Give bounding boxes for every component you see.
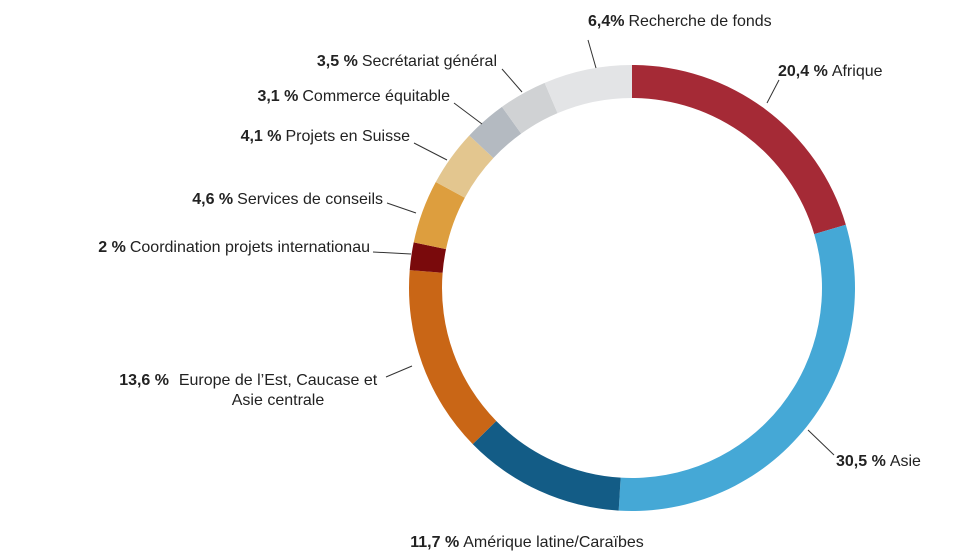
slice-label: 30,5 % Asie (836, 452, 921, 472)
leader-line (766, 79, 780, 104)
slice-label: 6,4% Recherche de fonds (588, 12, 772, 32)
value-label: 4,6 % (192, 191, 234, 208)
category-label: Europe de l’Est, Caucase et Asie central… (178, 372, 378, 409)
donut-slice (618, 224, 855, 511)
leader-line (501, 68, 523, 93)
leader-line (385, 365, 413, 378)
value-label: 20,4 % (778, 63, 828, 80)
category-label: Recherche de fonds (628, 13, 772, 30)
donut-slice (409, 242, 447, 273)
category-label: Projets en Suisse (285, 128, 410, 145)
leader-line (453, 102, 483, 125)
value-label: 2 % (98, 239, 126, 256)
donut-slice (413, 182, 465, 250)
donut-slice (544, 65, 632, 114)
slice-label: 4,6 % Services de conseils (192, 190, 383, 210)
donut-slice (501, 82, 558, 134)
value-label: 3,5 % (316, 53, 358, 70)
slice-label: 13,6 % Europe de l’Est, Caucase et Asie c… (119, 371, 383, 411)
leader-line (587, 39, 597, 69)
slice-label: 20,4 % Afrique (778, 62, 883, 82)
leader-line (413, 142, 448, 161)
value-label: 30,5 % (836, 453, 886, 470)
donut-slice (469, 106, 522, 159)
value-label: 3,1 % (257, 88, 299, 105)
donut-slice (435, 135, 494, 198)
slice-label: 3,5 % Secrétariat général (317, 52, 497, 72)
value-label: 4,1 % (240, 128, 282, 145)
category-label: Secrétariat général (361, 53, 497, 70)
value-label: 6,4% (588, 13, 625, 30)
slice-label: 2 % Coordination projets internationau (98, 238, 370, 258)
slice-label: 3,1 % Commerce équitable (257, 87, 450, 107)
donut-slice (632, 65, 846, 235)
slice-label: 4,1 % Projets en Suisse (241, 127, 410, 147)
value-label: 11,7 % (410, 534, 460, 551)
leader-line (372, 251, 412, 255)
donut-slice (408, 270, 497, 445)
value-label: 13,6 % (119, 372, 169, 389)
category-label: Services de conseils (237, 191, 383, 208)
category-label: Asie (889, 453, 921, 470)
leader-line (386, 202, 417, 214)
category-label: Afrique (831, 63, 883, 80)
category-label: Coordination projets internationau (129, 239, 370, 256)
slice-label: 11,7 % Amérique latine/Caraïbes (410, 533, 643, 553)
category-label: Amérique latine/Caraïbes (463, 534, 644, 551)
leader-line (807, 429, 835, 456)
donut-slice (472, 420, 621, 511)
category-label: Commerce équitable (302, 88, 450, 105)
